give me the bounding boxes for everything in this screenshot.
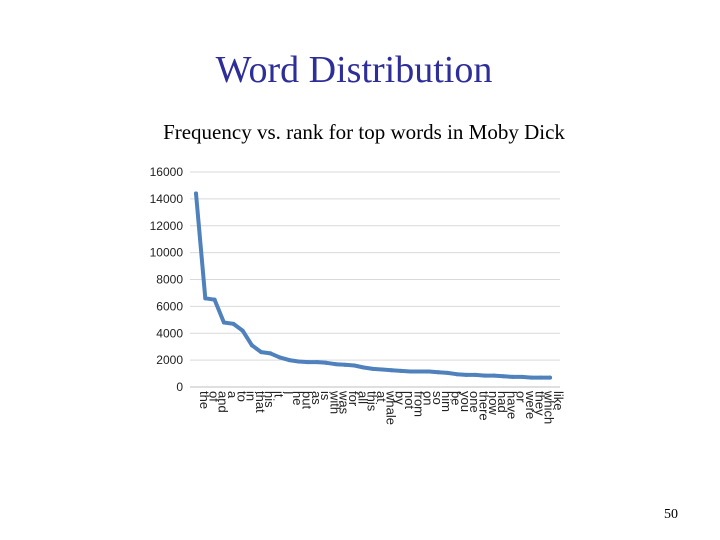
data-point <box>398 368 403 373</box>
x-category-label: for <box>346 391 361 407</box>
data-point <box>277 355 282 360</box>
x-category-label: was <box>337 390 352 415</box>
data-point <box>389 368 394 373</box>
x-category-label: there <box>476 391 491 421</box>
x-category-label: this <box>365 391 380 412</box>
y-tick-label: 12000 <box>150 219 184 233</box>
x-category-label: I <box>281 391 296 395</box>
x-category-label: a <box>225 391 240 399</box>
x-category-label: he <box>290 391 305 405</box>
data-point <box>212 297 217 302</box>
chart-grid <box>190 171 560 388</box>
x-category-label: or <box>514 391 529 403</box>
data-point <box>445 370 450 375</box>
x-category-label: from <box>411 391 426 417</box>
data-point <box>454 372 459 377</box>
x-category-label: his <box>262 391 277 408</box>
data-point <box>538 375 543 380</box>
data-point <box>343 362 348 367</box>
data-point <box>492 373 497 378</box>
x-category-label: all <box>355 391 370 404</box>
data-point <box>333 362 338 367</box>
data-point <box>426 369 431 374</box>
data-point <box>296 359 301 364</box>
data-point <box>473 372 478 377</box>
series-line <box>194 191 552 380</box>
data-point <box>194 191 198 196</box>
y-tick-label: 16000 <box>150 165 184 179</box>
data-point <box>268 351 273 356</box>
y-tick-label: 0 <box>176 380 183 394</box>
data-point <box>315 360 320 365</box>
x-category-label: with <box>327 390 342 414</box>
y-axis-tick-labels: 0 2000 4000 6000 8000 10000 12000 14000 16000 <box>150 165 184 394</box>
x-category-label: by <box>393 391 408 405</box>
x-category-label: in <box>244 391 259 401</box>
data-point <box>249 343 254 348</box>
y-tick-label: 10000 <box>150 246 184 260</box>
data-point <box>324 360 329 365</box>
data-point <box>305 360 310 365</box>
data-point <box>464 372 469 377</box>
x-category-label: is <box>318 391 333 401</box>
slide-subtitle: Frequency vs. rank for top words in Moby… <box>163 120 565 144</box>
x-category-label: and <box>216 391 231 413</box>
x-category-label: they <box>532 391 547 416</box>
x-axis-category-labels: theofandatointhathisitIhebutasiswithwasf… <box>197 390 566 425</box>
x-category-label: were <box>523 390 538 419</box>
data-point <box>482 373 487 378</box>
x-category-label: of <box>206 391 221 402</box>
y-tick-label: 4000 <box>156 326 183 340</box>
data-point <box>501 374 506 379</box>
x-category-label: whale <box>383 390 398 425</box>
data-point <box>380 367 385 372</box>
data-point <box>352 363 357 368</box>
x-category-label: be <box>449 391 464 405</box>
data-point <box>287 358 292 363</box>
data-point <box>221 320 226 325</box>
x-category-label: like <box>551 391 566 411</box>
x-category-label: you <box>458 391 473 412</box>
data-point <box>529 375 534 380</box>
data-point <box>417 369 422 374</box>
x-category-label: at <box>374 391 389 402</box>
chart-plot-area <box>194 191 552 380</box>
x-category-label: now <box>486 391 501 415</box>
x-category-label: had <box>495 391 510 413</box>
x-category-label: one <box>467 391 482 413</box>
data-point <box>510 374 515 379</box>
data-point <box>520 374 525 379</box>
data-point <box>436 370 441 375</box>
data-point <box>361 365 366 370</box>
data-point <box>548 375 552 380</box>
x-category-label: not <box>402 391 417 409</box>
x-category-label: have <box>504 391 519 419</box>
data-point <box>203 296 208 301</box>
x-category-label: that <box>253 391 268 413</box>
x-category-label: him <box>439 391 454 412</box>
slide-title: Word Distribution <box>215 49 493 91</box>
data-point <box>231 321 236 326</box>
y-tick-label: 6000 <box>156 299 183 313</box>
y-tick-label: 14000 <box>150 192 184 206</box>
data-point <box>240 328 245 333</box>
x-category-label: to <box>234 391 249 402</box>
data-point <box>371 366 375 371</box>
x-category-label: which <box>542 390 557 424</box>
x-category-label: as <box>309 391 324 405</box>
data-point <box>408 369 413 374</box>
x-category-label: it <box>272 391 287 398</box>
x-category-label: so <box>430 391 445 405</box>
page-number: 50 <box>664 507 678 522</box>
data-point <box>259 350 264 355</box>
x-category-label: the <box>197 391 212 409</box>
y-tick-label: 2000 <box>156 353 183 367</box>
x-category-label: but <box>299 391 314 409</box>
x-category-label: on <box>421 391 436 405</box>
y-tick-label: 8000 <box>156 273 183 287</box>
